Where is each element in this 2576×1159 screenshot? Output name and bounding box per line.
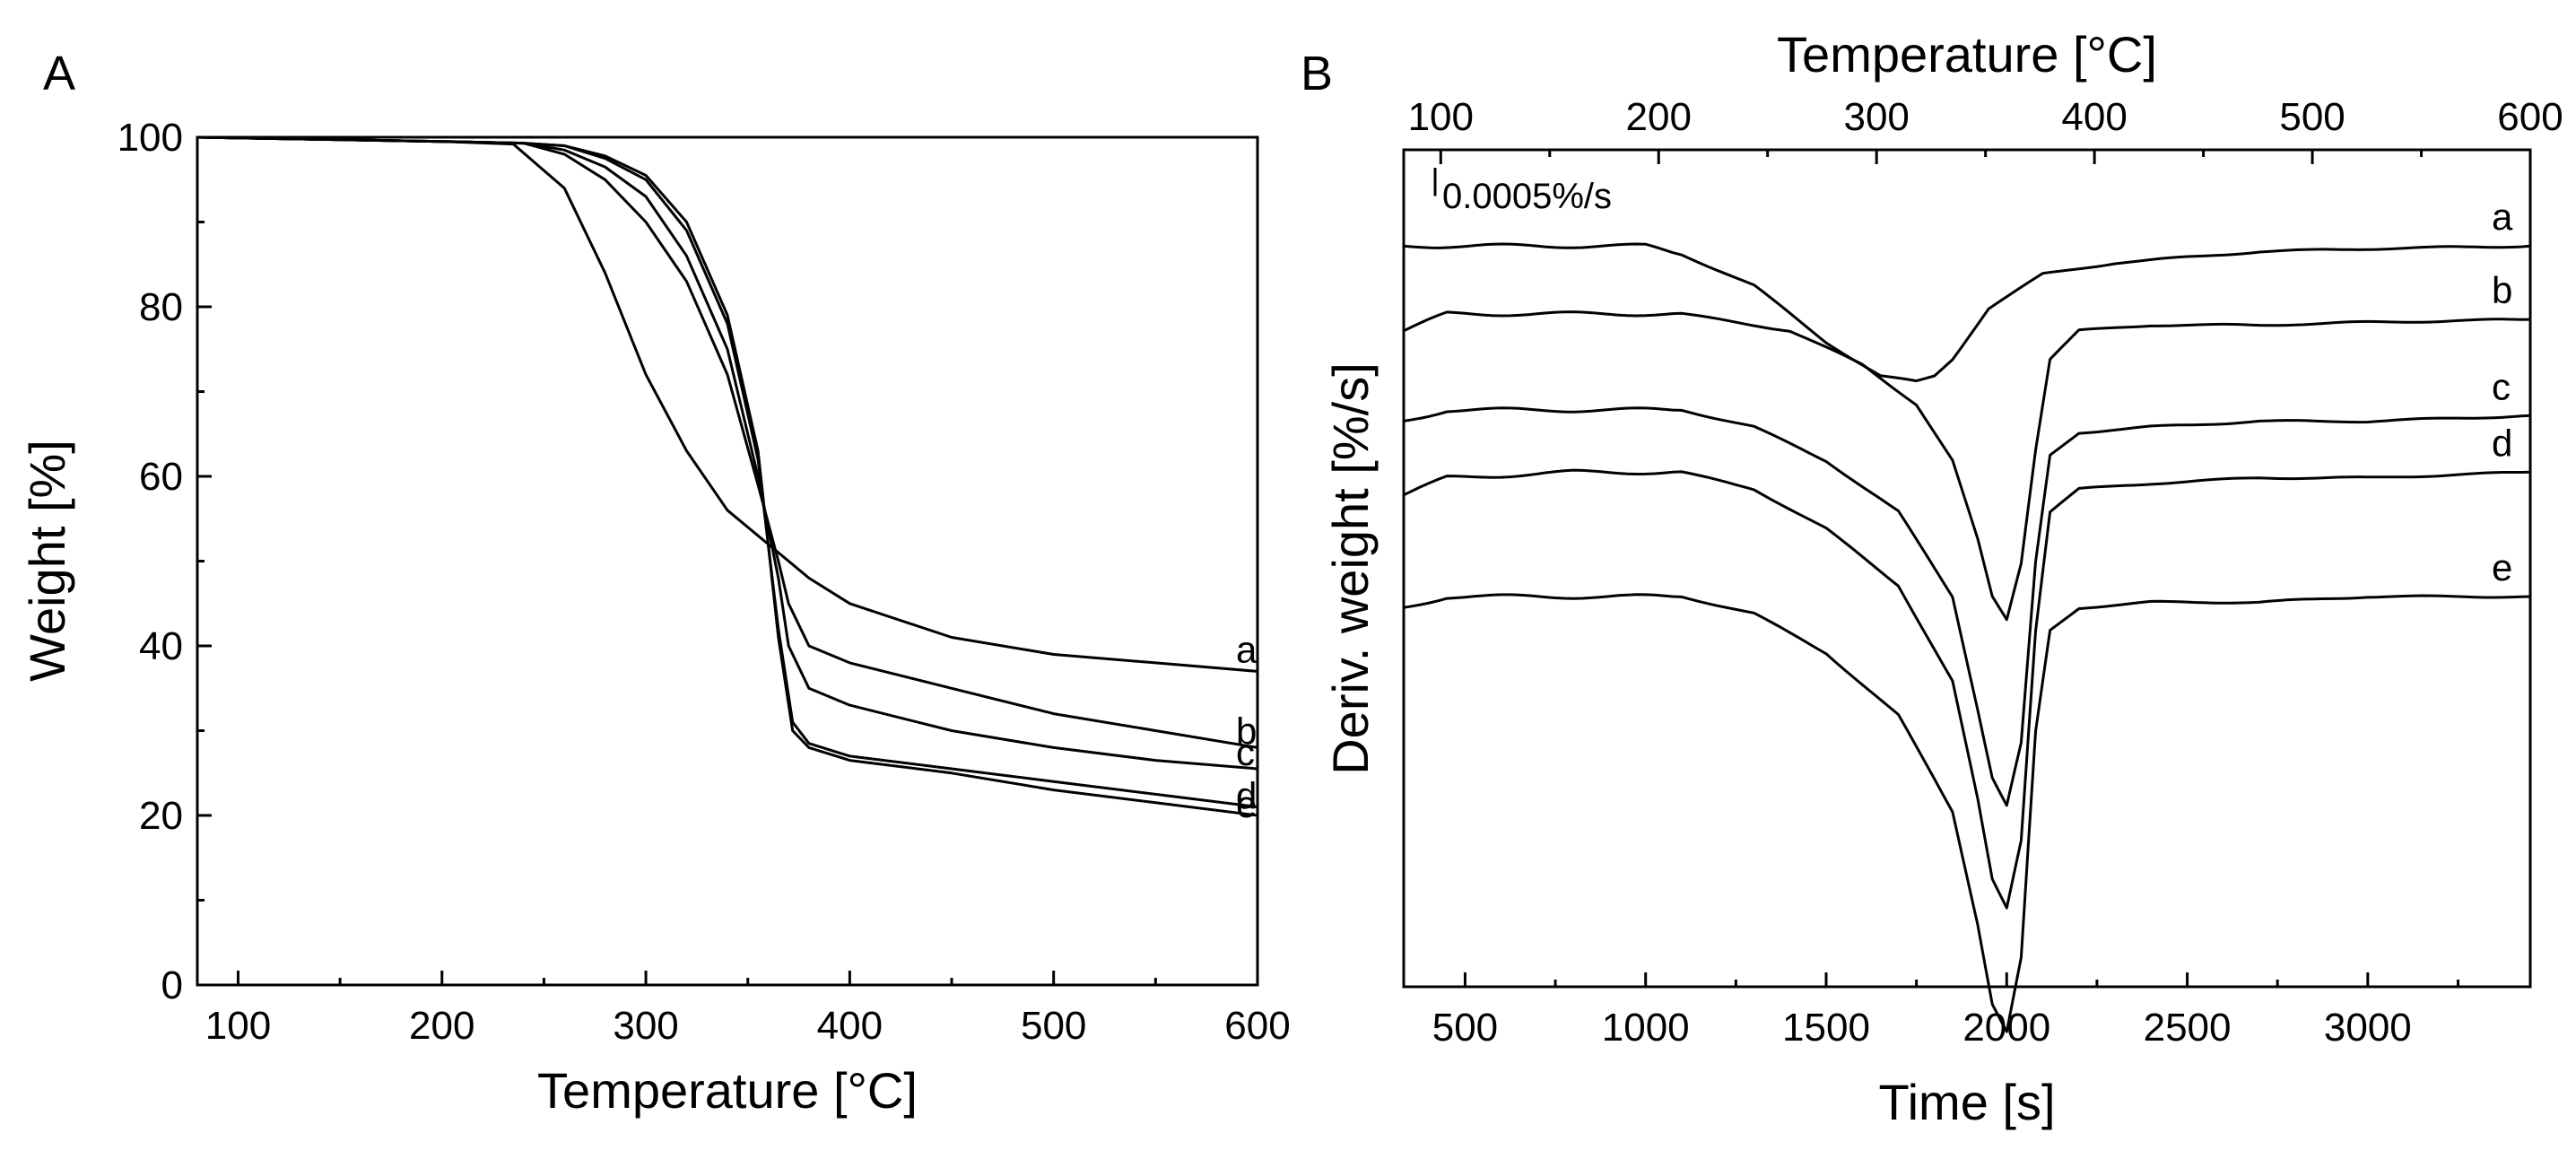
scale-bar-label: 0.0005%/s — [1442, 177, 1612, 216]
y-tick-label: 80 — [139, 285, 183, 329]
panel-b-top-x-axis-title: Temperature [°C] — [1777, 26, 2157, 83]
top-x-tick-label: 400 — [2061, 95, 2127, 139]
panel-b-frame — [1402, 148, 2532, 989]
panel-a-y-axis-title: Weight [%] — [19, 440, 75, 682]
series-e-label: e — [1236, 783, 1257, 825]
x-tick-label: 2500 — [2144, 1006, 2232, 1050]
series-d-label: d — [1236, 775, 1257, 817]
series-c-label: c — [2492, 365, 2511, 407]
y-tick-label: 100 — [117, 116, 183, 160]
series-d-line — [196, 135, 1258, 808]
series-a-label: a — [2492, 196, 2513, 238]
x-tick-label: 300 — [613, 1004, 678, 1048]
series-a-line — [196, 135, 1258, 673]
y-tick-label: 20 — [139, 794, 183, 838]
x-tick-label: 400 — [817, 1004, 883, 1048]
panel-b-y-axis-title: Deriv. weight [%/s] — [1322, 362, 1379, 775]
panel-b-label: B — [1301, 47, 1333, 100]
panel-a-label: A — [43, 47, 75, 100]
series-d-line — [1403, 468, 2531, 910]
series-c-label: c — [1236, 731, 1255, 773]
panel-a-frame — [196, 135, 1259, 987]
top-x-tick-label: 500 — [2279, 95, 2345, 139]
panel-b-x-ticks: 500 1000 1500 2000 2500 3000 — [1432, 972, 2459, 1050]
series-d-label: d — [2492, 422, 2512, 464]
x-tick-label: 500 — [1021, 1004, 1086, 1048]
top-x-tick-label: 300 — [1843, 95, 1909, 139]
top-x-tick-label: 200 — [1626, 95, 1692, 139]
series-b-line — [1403, 310, 2531, 622]
series-b-line — [196, 135, 1258, 749]
series-c-line — [196, 135, 1258, 771]
series-c-line — [1403, 406, 2531, 807]
x-tick-label: 600 — [1224, 1004, 1290, 1048]
panel-a-x-axis-title: Temperature [°C] — [537, 1062, 918, 1119]
series-b-label: b — [1236, 710, 1257, 752]
x-tick-label: 1500 — [1782, 1006, 1870, 1050]
panel-b-scale-bar: 0.0005%/s — [1433, 168, 1612, 216]
x-tick-label: 200 — [409, 1004, 474, 1048]
panel-a-x-ticks: 100 200 300 400 500 600 — [205, 971, 1291, 1048]
panel-b-x-axis-title: Time [s] — [1878, 1074, 2055, 1130]
series-b-label: b — [2492, 269, 2512, 311]
y-tick-label: 0 — [161, 963, 183, 1007]
panel-b-curve-labels: ab cd e — [2492, 196, 2513, 588]
panel-a-y-ticks: 0 20 40 60 80 100 — [117, 116, 212, 1007]
series-a-label: a — [1236, 628, 1258, 670]
x-tick-label: 100 — [205, 1004, 271, 1048]
y-tick-label: 40 — [139, 624, 183, 668]
panel-b-top-x-ticks: 100 200 300 400 500 600 — [1408, 95, 2563, 164]
x-tick-label: 1000 — [1602, 1006, 1690, 1050]
top-x-tick-label: 100 — [1408, 95, 1474, 139]
x-tick-label: 500 — [1432, 1006, 1498, 1050]
series-e-label: e — [2492, 546, 2512, 588]
y-tick-label: 60 — [139, 455, 183, 499]
panel-a-curves — [196, 135, 1258, 817]
panel-b-curves — [1403, 242, 2531, 1033]
series-e-line — [1403, 593, 2531, 1033]
panel-b: B 500 1000 1500 2000 2500 3000 100 200 300 400 50… — [1301, 26, 2563, 1130]
top-x-tick-label: 600 — [2497, 95, 2563, 139]
x-tick-label: 3000 — [2324, 1006, 2412, 1050]
series-e-line — [196, 135, 1258, 817]
series-a-line — [1403, 242, 2531, 383]
